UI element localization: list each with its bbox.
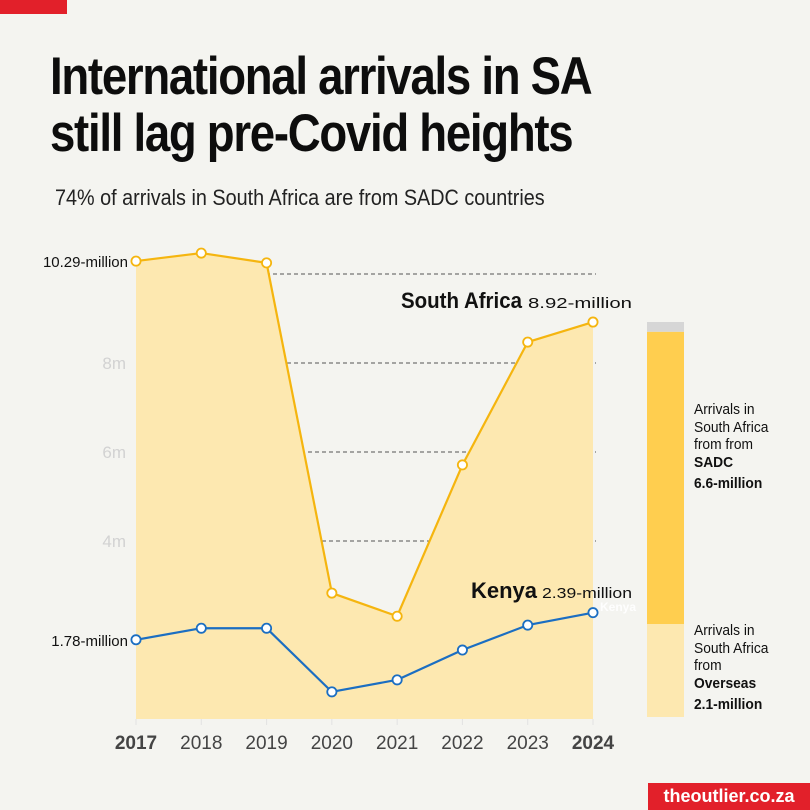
south-africa-point-2017 [130,255,142,267]
kenya-end-label: 2.39-million [542,585,632,602]
stacked-bar-segment-overseas [647,624,684,717]
legend-overseas: Arrivals in South Africa from Overseas 2… [694,622,768,714]
legend-overseas-name: Overseas [694,674,757,692]
south-africa-line [135,251,594,618]
south-africa-point-2023 [522,336,534,348]
kenya-point-2024 [587,607,599,619]
south-africa-area [136,253,593,719]
chart-subtitle: 74% of arrivals in South Africa are from… [55,185,545,210]
kenya-series-name: Kenya [471,578,538,603]
stacked-bar-segment-sadc [647,331,684,625]
kenya-point-2018 [195,622,207,634]
kenya-line [135,611,594,693]
kenya-point-2020 [326,686,338,698]
title-line-2: still lag pre-Covid heights [50,104,574,163]
kenya-ghost-label: Kenya [600,600,636,614]
legend-sadc: Arrivals in South Africa from from SADC … [694,401,768,493]
legend-sadc-name: SADC [694,453,734,471]
chart-title: International arrivals in SA still lag p… [50,47,593,163]
kenya-point-2019 [261,622,273,634]
south-africa-point-2022 [456,459,468,471]
x-tick-label-2021: 2021 [376,733,418,754]
brand-accent-bar [0,0,67,14]
kenya-point-2022 [456,644,468,656]
south-africa-end-label: 8.92-million [528,295,632,312]
kenya-point-2021 [391,674,403,686]
legend-sadc-line1: Arrivals in [694,401,755,418]
south-africa-start-label: 10.29-million [43,254,128,271]
south-africa-point-2021 [391,610,403,622]
y-tick-label: 4m [102,532,126,551]
legend-overseas-line2: South Africa [694,639,769,657]
south-africa-series-name: South Africa [401,288,523,313]
stacked-bar-segment-other [647,322,684,332]
south-africa-point-2019 [261,257,273,269]
kenya-start-label: 1.78-million [51,633,128,650]
x-tick-label-2018: 2018 [180,733,222,754]
x-tick-label-2023: 2023 [507,733,549,754]
x-tick-label-2024: 2024 [572,733,615,754]
y-tick-label: 8m [102,354,126,373]
legend-overseas-value: 2.1-million [694,696,763,713]
legend-overseas-line1: Arrivals in [694,622,755,639]
south-africa-point-2018 [195,247,207,259]
legend-sadc-line3: from from [694,436,754,453]
x-tick-label-2022: 2022 [441,733,483,754]
legend-overseas-line3: from [694,657,722,674]
brand-link[interactable]: theoutlier.co.za [648,783,810,810]
x-tick-label-2019: 2019 [245,733,287,754]
title-line-1: International arrivals in SA [50,47,593,106]
x-tick-label-2020: 2020 [311,733,353,754]
south-africa-point-2020 [326,587,338,599]
x-tick-label-2017: 2017 [115,733,157,754]
kenya-point-2017 [130,634,142,646]
y-tick-label: 6m [102,443,126,462]
legend-sadc-line2: South Africa [694,418,769,436]
legend-sadc-value: 6.6-million [694,475,763,492]
kenya-point-2023 [522,619,534,631]
south-africa-point-2024 [587,316,599,328]
